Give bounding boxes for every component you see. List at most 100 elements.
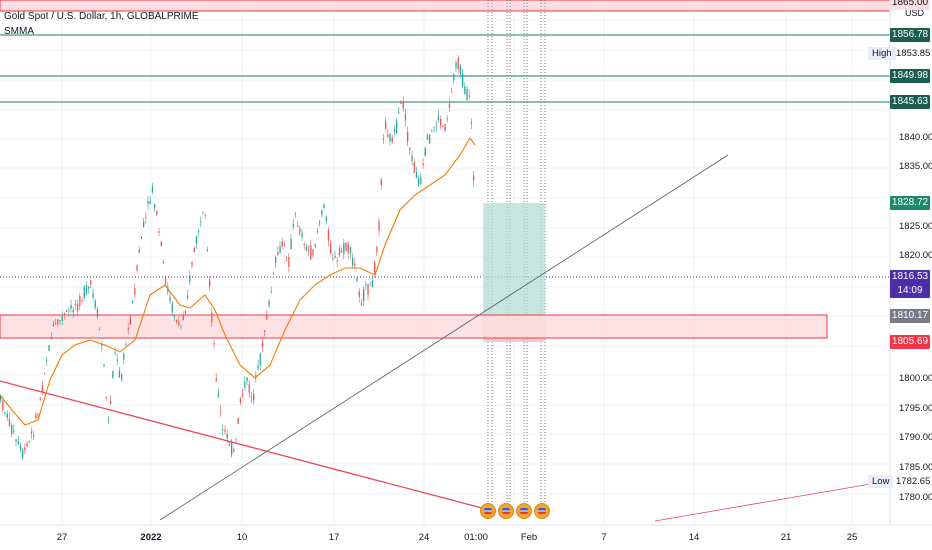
candle-body xyxy=(59,320,61,321)
candle-body xyxy=(356,277,358,281)
x-tick: 2022 xyxy=(140,532,162,543)
candle-body xyxy=(204,214,206,216)
candle-body xyxy=(231,441,233,456)
candle-body xyxy=(308,250,310,252)
candle-body xyxy=(378,221,380,231)
x-tick: 21 xyxy=(780,532,792,543)
candle-body xyxy=(455,62,457,68)
candle-body xyxy=(290,238,292,250)
uptrend-line[interactable] xyxy=(159,154,729,521)
candle-body xyxy=(297,225,299,227)
candle-body xyxy=(92,293,94,298)
resistance-zone-top[interactable] xyxy=(0,0,891,12)
right-trend-line[interactable] xyxy=(654,480,889,522)
candle-body xyxy=(257,365,259,369)
candle-body xyxy=(171,303,173,313)
candle-body xyxy=(367,284,369,296)
candle-body xyxy=(319,221,321,224)
candle-body xyxy=(268,301,270,306)
us-flag-icon[interactable] xyxy=(534,503,550,519)
candle-body xyxy=(299,228,301,233)
smma-line xyxy=(0,136,476,426)
candle-body xyxy=(0,395,2,401)
candle-body xyxy=(110,401,112,404)
y-tick: 1835.00 xyxy=(899,161,932,172)
candle-body xyxy=(189,275,191,282)
candle-body xyxy=(41,384,44,393)
candle-body xyxy=(301,232,303,238)
candle-body xyxy=(195,236,198,244)
candle-body xyxy=(147,200,149,204)
candle-body xyxy=(57,319,59,325)
support-zone[interactable] xyxy=(0,314,828,339)
candle-body xyxy=(33,435,35,437)
us-flag-icon[interactable] xyxy=(480,503,496,519)
candle-body xyxy=(114,352,116,354)
downtrend-line[interactable] xyxy=(0,380,483,509)
candle-body xyxy=(266,314,268,320)
candle-body xyxy=(374,262,376,274)
candle-body xyxy=(376,247,378,253)
candle-body xyxy=(215,378,217,381)
candle-body xyxy=(400,101,402,104)
candle-body xyxy=(125,344,127,346)
target-zone[interactable] xyxy=(483,203,545,316)
price-tag-top: 1865.00 xyxy=(890,0,930,10)
candle-body xyxy=(281,241,283,247)
candle-body xyxy=(466,89,468,101)
candlestick-series[interactable] xyxy=(0,55,475,461)
candle-body xyxy=(19,445,22,450)
candle-body xyxy=(332,258,334,260)
candle-body xyxy=(398,111,400,113)
candle-body xyxy=(468,95,470,97)
candle-body xyxy=(387,134,389,138)
candle-body xyxy=(457,57,459,70)
x-tick: 14 xyxy=(688,532,700,543)
candle-body xyxy=(288,257,290,267)
candle-body xyxy=(50,337,52,340)
candle-body xyxy=(182,315,184,321)
candle-body xyxy=(437,115,440,120)
candle-body xyxy=(385,121,387,129)
candle-body xyxy=(442,126,444,127)
x-tick: 10 xyxy=(236,532,248,543)
candle-body xyxy=(277,252,279,255)
candle-body xyxy=(314,244,316,247)
candle-body xyxy=(154,204,156,208)
candle-body xyxy=(440,119,442,126)
candle-body xyxy=(127,328,129,330)
candle-body xyxy=(239,398,242,403)
candle-body xyxy=(325,216,327,222)
indicator-label[interactable]: SMMA xyxy=(4,26,34,37)
candle-body xyxy=(81,300,83,302)
price-tag-support-bottom: 1805.69 xyxy=(890,335,930,349)
candle-body xyxy=(169,296,171,302)
candle-body xyxy=(158,231,160,233)
candle-body xyxy=(334,256,336,258)
candle-body xyxy=(336,260,338,262)
x-tick: 7 xyxy=(601,532,607,543)
us-flag-icon[interactable] xyxy=(516,503,532,519)
candle-body xyxy=(226,434,228,439)
candle-body xyxy=(380,179,382,186)
candle-body xyxy=(396,120,398,134)
candle-body xyxy=(233,449,235,452)
x-tick: 25 xyxy=(846,532,858,543)
candle-body xyxy=(338,248,341,256)
candle-body xyxy=(79,296,81,307)
x-tick: 27 xyxy=(56,532,68,543)
us-flag-icon[interactable] xyxy=(498,503,514,519)
candle-body xyxy=(341,250,343,253)
candle-body xyxy=(46,360,48,362)
currency-label[interactable]: USD xyxy=(905,8,925,18)
high-label: High xyxy=(868,47,896,60)
candle-body xyxy=(431,129,433,131)
candle-body xyxy=(255,375,257,377)
candle-body xyxy=(343,242,345,255)
candle-body xyxy=(85,285,88,295)
candle-body xyxy=(198,231,200,232)
candle-body xyxy=(316,231,319,233)
candle-body xyxy=(28,441,30,443)
candle-body xyxy=(22,449,24,458)
